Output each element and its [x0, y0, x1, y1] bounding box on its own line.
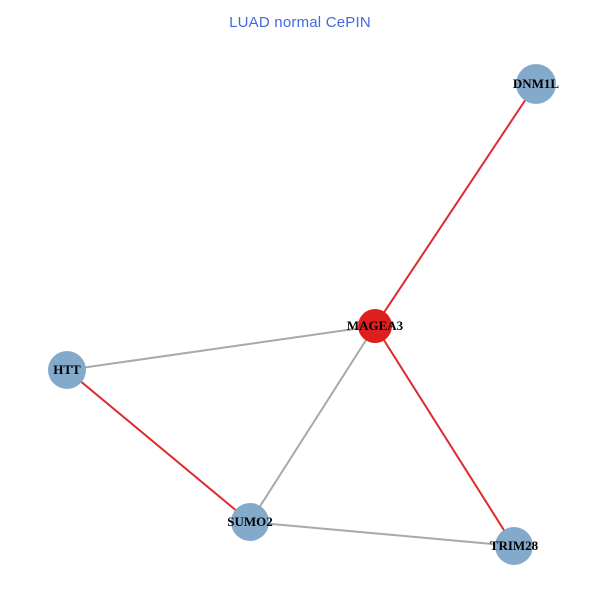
- graph-edge-SUMO2-TRIM28: [249, 521, 515, 547]
- node-label-DNM1L: DNM1L: [513, 76, 560, 91]
- node-label-TRIM28: TRIM28: [490, 538, 539, 553]
- graph-node-SUMO2: [231, 503, 269, 541]
- graph-edge-HTT-SUMO2: [66, 369, 251, 523]
- graph-node-HTT: [48, 351, 86, 389]
- graph-node-DNM1L: [516, 64, 556, 104]
- graph-node-TRIM28: [495, 527, 533, 565]
- edges-layer: [66, 83, 537, 547]
- plot-title: LUAD normal CePIN: [229, 14, 371, 31]
- node-label-MAGEA3: MAGEA3: [347, 318, 404, 333]
- graph-edge-MAGEA3-TRIM28: [374, 325, 515, 547]
- graph-edge-MAGEA3-HTT: [66, 325, 376, 371]
- nodes-layer: [48, 64, 556, 565]
- labels-layer: DNM1L MAGEA3 HTT SUMO2 TRIM28: [53, 76, 559, 553]
- graph-edge-MAGEA3-DNM1L: [374, 83, 537, 327]
- graph-node-MAGEA3: [358, 309, 392, 343]
- graph-edge-MAGEA3-SUMO2: [249, 325, 376, 523]
- node-label-HTT: HTT: [53, 362, 81, 377]
- node-label-SUMO2: SUMO2: [227, 514, 273, 529]
